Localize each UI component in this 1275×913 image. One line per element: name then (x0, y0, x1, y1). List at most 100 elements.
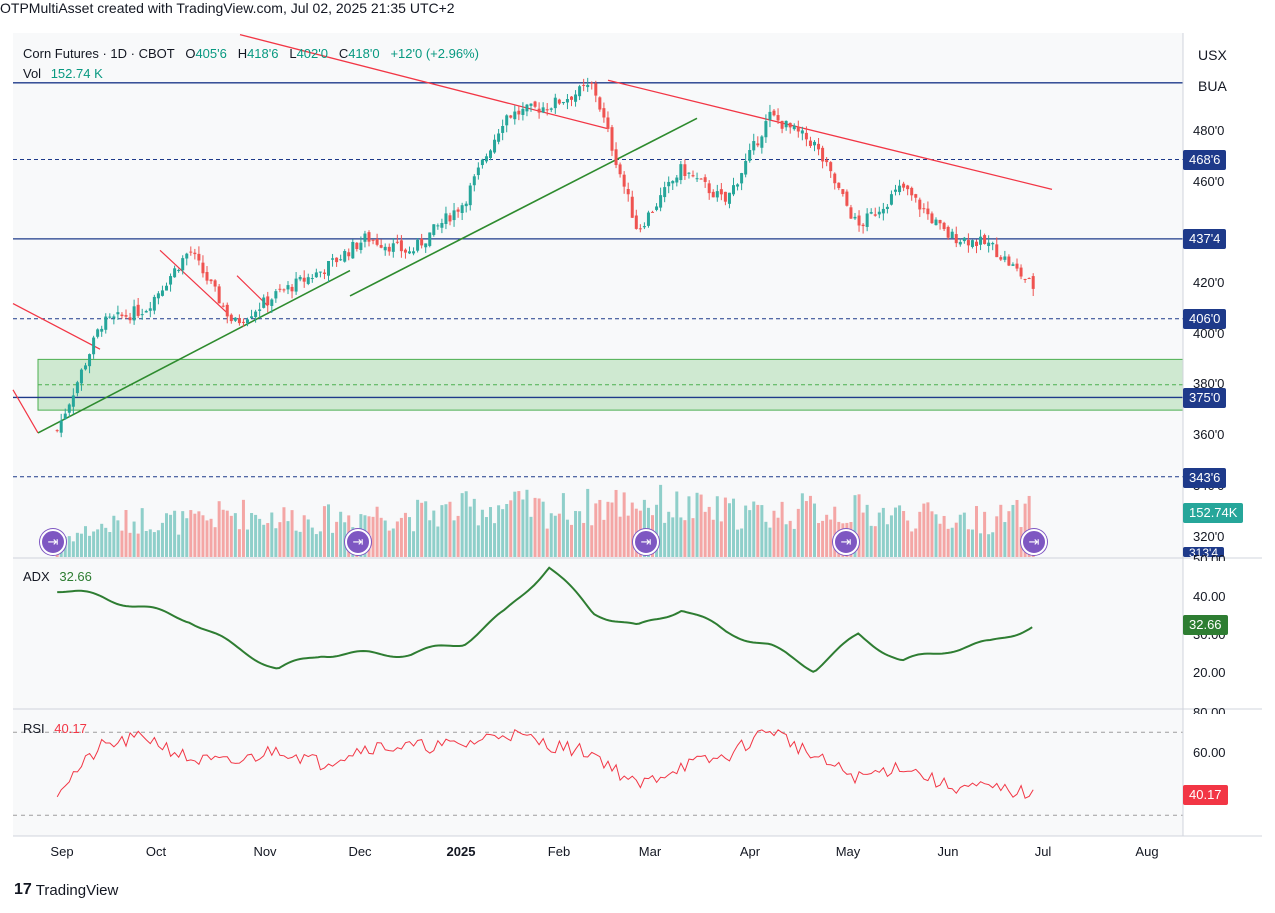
adx-pane[interactable] (57, 566, 1033, 673)
volume-bar (922, 503, 926, 557)
volume-bar (424, 501, 428, 557)
candle-body (719, 189, 723, 195)
main-pane[interactable] (12, 33, 1184, 557)
candle-body (582, 84, 586, 86)
candle-body (355, 242, 359, 250)
vol-legend: Vol 152.74 K (23, 66, 103, 81)
candle-body (513, 111, 517, 120)
candle-body (565, 99, 569, 103)
candle-body (736, 184, 740, 187)
volume-bar (75, 532, 79, 557)
candle-body (594, 83, 598, 96)
candle-body (67, 404, 71, 413)
candle-body (922, 208, 926, 210)
candle-body (213, 280, 217, 287)
candle-body (294, 278, 298, 292)
candle-body (671, 180, 675, 184)
candle-body (715, 191, 719, 198)
candle-body (169, 276, 173, 285)
candle-body (999, 257, 1003, 260)
volume-bar (570, 524, 574, 557)
volume-bar (1023, 503, 1027, 557)
candle-body (310, 278, 314, 280)
x-tick: 2025 (446, 844, 476, 859)
candle-body (140, 314, 144, 316)
volume-bar (209, 518, 213, 557)
volume-bar (387, 530, 391, 557)
candle-body (760, 136, 764, 148)
candle-body (428, 232, 432, 246)
tv-logo-icon: 17 (14, 881, 32, 898)
volume-bar (420, 502, 424, 557)
legend-change: +12'0 (+2.96%) (390, 46, 479, 61)
candle-body (541, 107, 545, 113)
event-icon[interactable]: ⇥ (833, 529, 859, 555)
chart-caption: OTPMultiAsset created with TradingView.c… (0, 0, 455, 16)
volume-bar (322, 506, 326, 557)
volume-bar (780, 501, 784, 557)
symbol-bua[interactable]: BUA (1198, 78, 1227, 94)
legend-low: 402'0 (296, 46, 328, 61)
candle-body (484, 156, 488, 162)
volume-bar (306, 519, 310, 557)
candle-body (306, 277, 310, 284)
volume-bar (1011, 504, 1015, 557)
event-icon[interactable]: ⇥ (40, 529, 66, 555)
candle-body (679, 164, 683, 181)
volume-bar (748, 510, 752, 557)
volume-bar (764, 521, 768, 557)
volume-bar (687, 496, 691, 557)
candle-body (375, 239, 379, 245)
volume-bar (237, 529, 241, 557)
candle-body (274, 291, 278, 299)
candle-body (630, 196, 634, 218)
volume-bar (120, 530, 124, 557)
candle-body (602, 108, 606, 118)
event-icon[interactable]: ⇥ (1021, 529, 1047, 555)
candle-body (889, 194, 893, 205)
candle-body (493, 139, 497, 153)
x-tick: May (835, 844, 861, 859)
candle-body (92, 337, 96, 355)
candle-body (950, 231, 954, 239)
candle-body (96, 329, 100, 337)
volume-bar (339, 511, 343, 557)
volume-bar (557, 513, 561, 557)
candle-body (221, 305, 225, 307)
volume-bar (501, 509, 505, 557)
symbol-usx[interactable]: USX (1198, 47, 1227, 63)
candle-body (574, 94, 578, 102)
volume-bar (983, 511, 987, 557)
x-tick: Jul (1034, 844, 1052, 859)
candle-body (634, 215, 638, 229)
candle-body (841, 189, 845, 194)
main-legend: Corn Futures · 1D · CBOT O405'6 H418'6 L… (23, 46, 479, 61)
candle-body (849, 207, 853, 219)
volume-bar (934, 514, 938, 557)
volume-bar (213, 527, 217, 557)
candle-body (946, 226, 950, 238)
candle-body (193, 252, 197, 255)
candle-body (1027, 278, 1031, 280)
tradingview-logo[interactable]: 17 TradingView (14, 881, 118, 899)
volume-bar (918, 511, 922, 557)
volume-bar (440, 505, 444, 557)
candle-body (813, 141, 817, 146)
event-icon[interactable]: ⇥ (345, 529, 371, 555)
candle-body (873, 214, 877, 216)
candle-body (505, 115, 509, 126)
rsi-pane[interactable] (13, 728, 1183, 816)
volume-bar (857, 494, 861, 557)
volume-bar (744, 505, 748, 557)
volume-bar (829, 519, 833, 557)
candle-body (655, 206, 659, 210)
event-icon[interactable]: ⇥ (633, 529, 659, 555)
plot-background (13, 33, 1183, 836)
candle-body (804, 132, 808, 140)
volume-bar (954, 522, 958, 557)
candle-body (1003, 256, 1007, 260)
volume-bar (416, 499, 420, 557)
volume-bar (270, 512, 274, 557)
volume-bar (258, 518, 262, 557)
